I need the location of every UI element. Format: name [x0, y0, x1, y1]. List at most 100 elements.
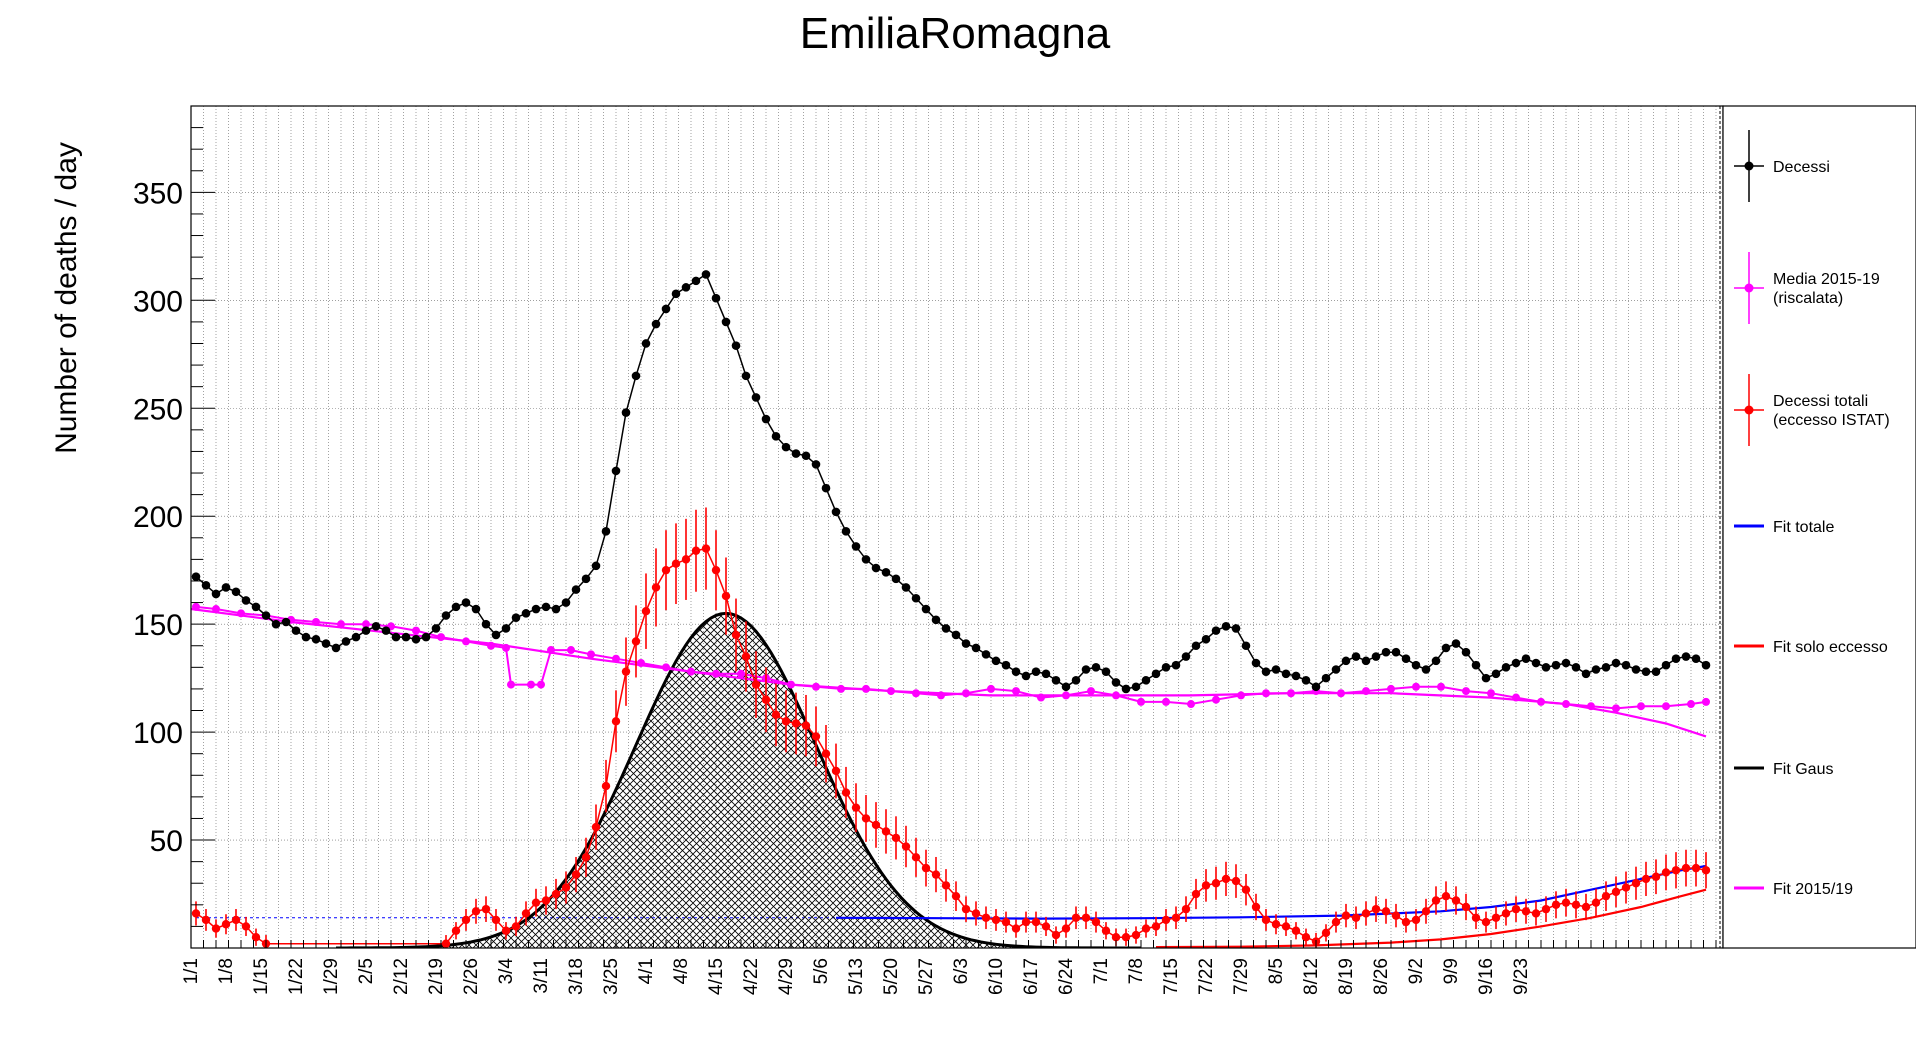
excess-point [1611, 887, 1621, 897]
decessi-point [1651, 667, 1661, 676]
decessi-point [671, 289, 681, 299]
decessi-point [1411, 660, 1421, 670]
excess-point [1241, 885, 1251, 894]
decessi-point [721, 317, 731, 327]
decessi-point [711, 293, 721, 303]
media-point [412, 626, 420, 635]
decessi-point [591, 561, 601, 571]
media-point [687, 667, 695, 676]
media-point [1137, 697, 1145, 706]
decessi-point [661, 304, 671, 314]
excess-point [1651, 872, 1661, 881]
decessi-point [1311, 682, 1321, 692]
excess-point [1501, 909, 1511, 918]
excess-point [611, 717, 621, 726]
legend-label: Fit solo eccesso [1773, 639, 1888, 656]
excess-point [721, 591, 731, 601]
excess-point [1011, 924, 1021, 933]
excess-point [1401, 917, 1411, 927]
x-tick-label: 5/27 [916, 958, 937, 995]
excess-point [1271, 920, 1281, 929]
excess-point [1691, 863, 1701, 873]
decessi-point [971, 643, 981, 653]
decessi-point [541, 602, 551, 612]
decessi-point [1401, 654, 1411, 663]
legend-label: Media 2015-19 [1773, 271, 1880, 288]
excess-point [581, 853, 591, 862]
decessi-point [1191, 641, 1201, 651]
decessi-point [1661, 660, 1671, 670]
excess-point [1521, 907, 1531, 916]
media-point [1687, 700, 1695, 709]
excess-point [921, 863, 931, 873]
decessi-point [851, 542, 861, 551]
excess-point [221, 920, 231, 929]
media-point [1462, 687, 1470, 696]
media-point [737, 669, 745, 678]
excess-point [1121, 933, 1131, 942]
excess-point [191, 909, 201, 918]
excess-point [981, 913, 991, 922]
decessi-point [1001, 660, 1011, 670]
x-tick-label: 1/1 [181, 958, 202, 984]
legend-label: Fit 2015/19 [1773, 881, 1853, 898]
decessi-point [1291, 671, 1301, 681]
plot-area [191, 270, 1711, 948]
decessi-point [1441, 643, 1451, 653]
x-tick-label: 5/20 [881, 958, 902, 995]
decessi-point [1501, 663, 1511, 672]
media-point [567, 646, 575, 655]
media-point [487, 641, 495, 650]
media-point [1562, 700, 1570, 709]
legend-dot [1744, 405, 1754, 415]
x-tick-label: 8/12 [1301, 958, 1322, 995]
y-axis-label: Number of deaths / day [50, 142, 83, 454]
legend-label: Decessi totali [1773, 393, 1868, 410]
decessi-point [1081, 665, 1091, 674]
media-point [1212, 695, 1220, 704]
decessi-point [1341, 656, 1351, 666]
decessi-point [351, 632, 361, 642]
excess-point [1161, 915, 1171, 925]
media-point [1587, 702, 1595, 711]
decessi-point [1151, 669, 1161, 679]
decessi-point [891, 574, 901, 584]
media-point [1237, 691, 1245, 700]
excess-point [1481, 917, 1491, 927]
x-tick-label: 4/29 [776, 958, 797, 995]
excess-point [801, 721, 811, 730]
decessi-point [531, 604, 541, 614]
media-point [937, 691, 945, 700]
legend-entry: Fit solo eccesso [1734, 639, 1888, 656]
x-tick-label: 6/17 [1021, 958, 1042, 995]
decessi-point [1271, 665, 1281, 674]
decessi-point [881, 568, 891, 577]
excess-point [771, 710, 781, 720]
excess-point [811, 732, 821, 741]
media-point [712, 669, 720, 678]
media-point [1162, 697, 1170, 706]
excess-point [931, 870, 941, 879]
media-point [1062, 691, 1070, 700]
excess-point [681, 555, 691, 564]
excess-point [491, 915, 501, 925]
x-tick-label: 8/5 [1266, 958, 1287, 984]
decessi-point [331, 643, 341, 653]
decessi-point [1481, 673, 1491, 683]
decessi-point [211, 589, 221, 599]
decessi-point [1021, 671, 1031, 681]
decessi-point [1671, 654, 1681, 663]
decessi-point [221, 583, 231, 592]
decessi-point [1111, 678, 1121, 687]
decessi-point [941, 624, 951, 633]
x-tick-label: 7/15 [1161, 958, 1182, 995]
excess-point [1421, 907, 1431, 916]
decessi-point [901, 583, 911, 592]
decessi-point [1571, 663, 1581, 672]
decessi-point [1031, 667, 1041, 676]
grid-lines [190, 106, 1723, 948]
decessi-point [1681, 652, 1691, 661]
media-point [312, 617, 320, 626]
decessi-point [231, 587, 241, 597]
excess-point [1331, 917, 1341, 927]
